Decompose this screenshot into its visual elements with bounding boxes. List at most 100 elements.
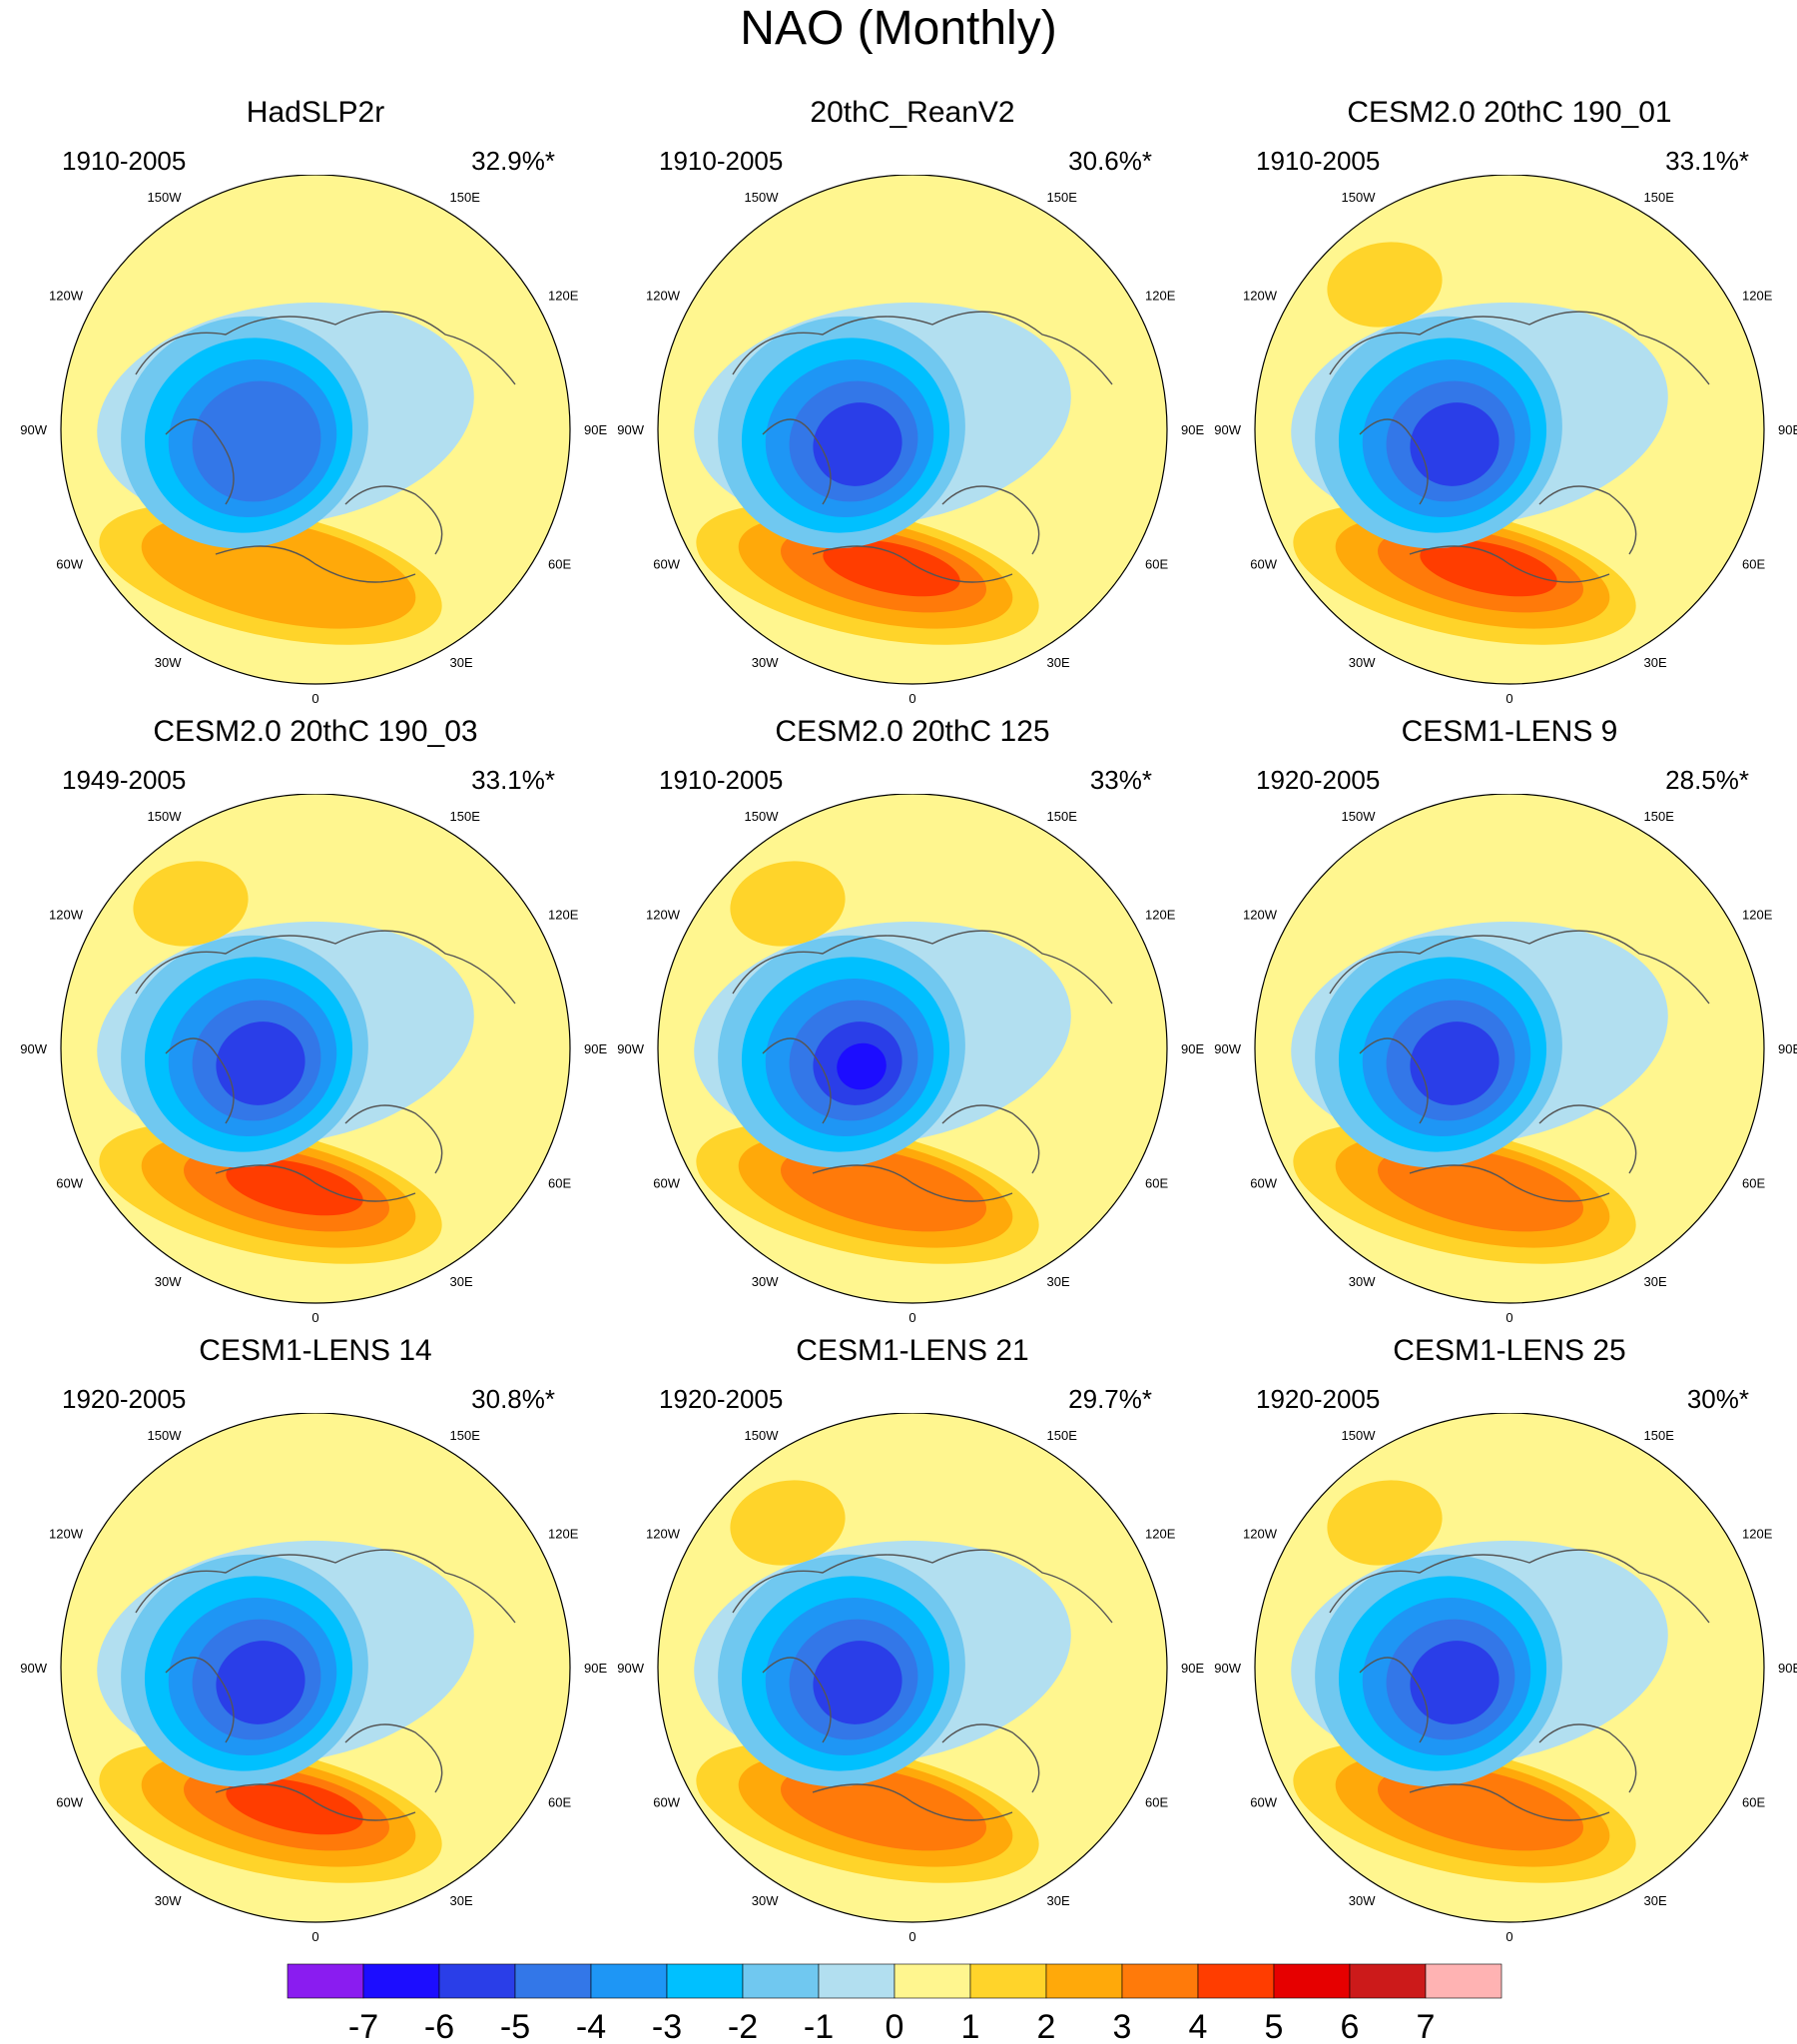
longitude-label: 30W bbox=[155, 1893, 182, 1908]
longitude-label: 150E bbox=[1047, 809, 1078, 824]
longitude-label: 150W bbox=[745, 809, 780, 824]
map-panel: CESM2.0 20thC 190_011910-200533.1%*18001… bbox=[1210, 95, 1797, 714]
longitude-label: 150E bbox=[1047, 1428, 1078, 1443]
map-boundary bbox=[60, 1413, 571, 1923]
negative-contour bbox=[813, 402, 902, 486]
polar-map: 1800150E120E90E60E30E150W120W90W60W30W bbox=[20, 1413, 607, 1944]
longitude-label: 150E bbox=[1644, 1428, 1675, 1443]
longitude-label: 150E bbox=[1644, 190, 1675, 205]
longitude-label: 0 bbox=[1505, 1310, 1512, 1325]
colorbar-tick-label: 3 bbox=[1113, 2008, 1132, 2044]
figure-title: NAO (Monthly) bbox=[740, 2, 1057, 55]
longitude-label: 60W bbox=[56, 557, 83, 572]
polar-map: 1800150E120E90E60E30E150W120W90W60W30W bbox=[1214, 1413, 1797, 1944]
coastlines bbox=[135, 1549, 516, 1821]
panel-variance: 29.7%* bbox=[1068, 1384, 1152, 1414]
panel-variance: 28.5%* bbox=[1665, 765, 1749, 795]
longitude-label: 0 bbox=[1505, 691, 1512, 706]
longitude-label: 120E bbox=[1742, 908, 1773, 923]
map-field bbox=[1255, 1413, 1764, 1922]
longitude-label: 60W bbox=[1250, 1795, 1277, 1810]
longitude-label: 90W bbox=[617, 1661, 644, 1676]
longitude-label: 150W bbox=[1342, 1428, 1377, 1443]
longitude-label: 150W bbox=[1342, 190, 1377, 205]
colorbar-tick-label: -4 bbox=[576, 2008, 606, 2044]
longitude-label: 120E bbox=[548, 908, 579, 923]
map-panel: CESM1-LENS 211920-200529.7%*1800150E120E… bbox=[613, 1333, 1212, 1952]
panel-variance: 30.6%* bbox=[1068, 146, 1152, 176]
longitude-label: 150E bbox=[450, 1428, 481, 1443]
longitude-label: 30E bbox=[1644, 1893, 1667, 1908]
colorbar-swatch bbox=[818, 1963, 896, 1999]
negative-contour bbox=[1410, 1022, 1499, 1105]
longitude-label: 150E bbox=[450, 190, 481, 205]
map-boundary bbox=[60, 175, 571, 685]
colorbar-swatch bbox=[514, 1963, 592, 1999]
positive-contour bbox=[823, 539, 960, 597]
longitude-label: 30W bbox=[1349, 1274, 1376, 1289]
colorbar-tick-label: 4 bbox=[1189, 2008, 1208, 2044]
longitude-label: 0 bbox=[311, 1310, 318, 1325]
pacific-high-contour bbox=[133, 861, 249, 947]
coastlines bbox=[732, 930, 1113, 1202]
coastlines bbox=[1329, 1549, 1710, 1821]
polar-map: 1800150E120E90E60E30E150W120W90W60W30W bbox=[617, 175, 1204, 706]
polar-map: 1800150E120E90E60E30E150W120W90W60W30W bbox=[20, 794, 607, 1325]
map-field bbox=[658, 175, 1167, 684]
positive-contour bbox=[226, 1777, 363, 1835]
longitude-label: 0 bbox=[908, 1929, 915, 1944]
map-panel: CESM1-LENS 91920-200528.5%*1800150E120E9… bbox=[1210, 714, 1797, 1333]
longitude-label: 90E bbox=[1181, 1041, 1204, 1056]
negative-contour bbox=[837, 1042, 887, 1090]
colorbar-swatch bbox=[742, 1963, 820, 1999]
longitude-label: 0 bbox=[908, 1310, 915, 1325]
map-field bbox=[61, 1413, 570, 1922]
map-field bbox=[61, 794, 570, 1303]
longitude-label: 60W bbox=[56, 1176, 83, 1191]
longitude-label: 90E bbox=[1778, 1661, 1797, 1676]
panel-variance: 30.8%* bbox=[471, 1384, 555, 1414]
panel-title: HadSLP2r bbox=[246, 96, 385, 129]
longitude-label: 60E bbox=[548, 1176, 571, 1191]
panel-title: CESM1-LENS 25 bbox=[1393, 1334, 1626, 1367]
longitude-label: 60E bbox=[1742, 1176, 1765, 1191]
longitude-label: 30W bbox=[752, 1274, 779, 1289]
longitude-label: 120W bbox=[1243, 908, 1278, 923]
longitude-label: 150W bbox=[148, 809, 183, 824]
colorbar-tick-label: -2 bbox=[728, 2008, 758, 2044]
colorbar-swatch bbox=[1121, 1963, 1199, 1999]
longitude-label: 120E bbox=[1742, 1527, 1773, 1542]
longitude-label: 60W bbox=[1250, 1176, 1277, 1191]
negative-contour bbox=[1410, 402, 1499, 486]
negative-contour bbox=[1410, 1641, 1499, 1724]
colorbar-swatch bbox=[1425, 1963, 1502, 1999]
pacific-high-contour bbox=[1327, 242, 1443, 328]
map-boundary bbox=[657, 794, 1168, 1304]
panel-period: 1910-2005 bbox=[659, 765, 784, 795]
longitude-label: 30W bbox=[1349, 655, 1376, 670]
panel-period: 1910-2005 bbox=[659, 146, 784, 176]
longitude-label: 60E bbox=[1742, 1795, 1765, 1810]
map-field bbox=[658, 1413, 1167, 1922]
longitude-label: 120E bbox=[1145, 1527, 1176, 1542]
panel-title: CESM1-LENS 14 bbox=[199, 1334, 432, 1367]
panel-period: 1920-2005 bbox=[1256, 765, 1381, 795]
colorbar-swatch bbox=[969, 1963, 1047, 1999]
colorbar-tick-label: -5 bbox=[500, 2008, 530, 2044]
colorbar-tick-label: 0 bbox=[886, 2008, 904, 2044]
positive-contour bbox=[226, 1158, 363, 1216]
pacific-high-contour bbox=[1327, 1480, 1443, 1566]
panel-variance: 33.1%* bbox=[471, 765, 555, 795]
panel-title: CESM2.0 20thC 190_03 bbox=[153, 715, 478, 748]
colorbar-tick-label: 5 bbox=[1265, 2008, 1284, 2044]
map-field bbox=[658, 794, 1167, 1303]
positive-contour bbox=[1420, 539, 1557, 597]
longitude-label: 60E bbox=[1742, 557, 1765, 572]
map-field bbox=[61, 175, 570, 684]
map-boundary bbox=[657, 1413, 1168, 1923]
negative-contour bbox=[216, 1641, 305, 1724]
longitude-label: 60W bbox=[56, 1795, 83, 1810]
longitude-label: 90W bbox=[1214, 1041, 1241, 1056]
coastlines bbox=[135, 311, 516, 583]
colorbar-swatch bbox=[666, 1963, 744, 1999]
